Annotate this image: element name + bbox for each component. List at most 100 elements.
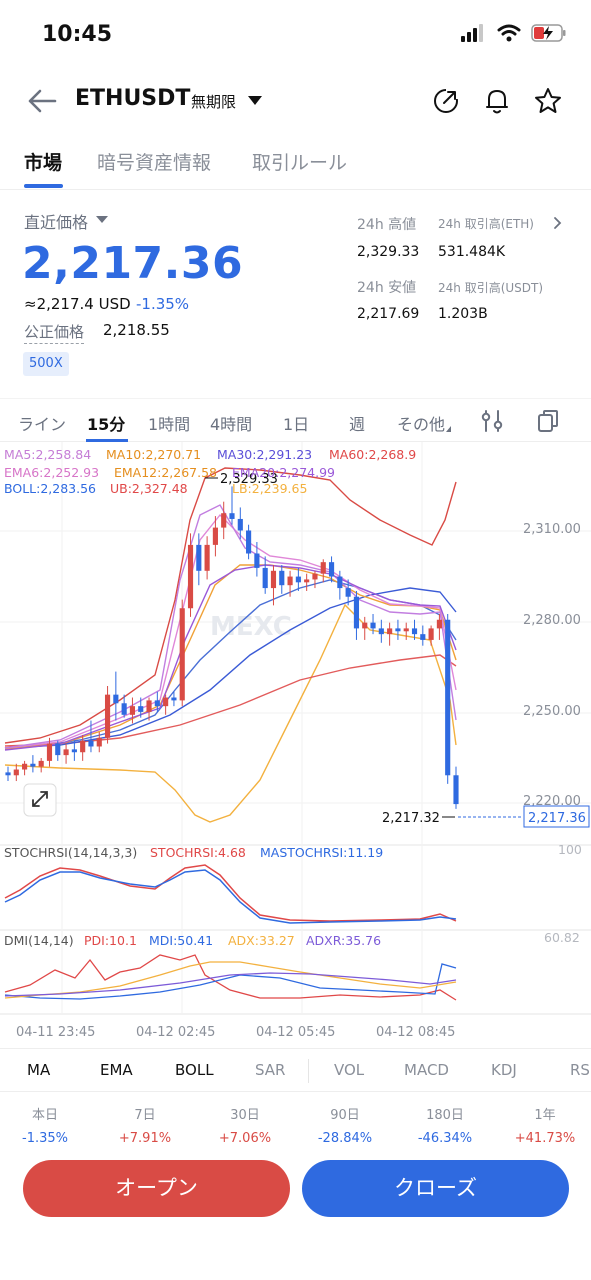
close-position-button[interactable]: クローズ — [302, 1160, 569, 1217]
tab-market[interactable]: 市場 — [24, 152, 63, 174]
symbol-dropdown-caret-icon[interactable] — [248, 96, 262, 105]
candle-down — [121, 703, 127, 715]
timeframe-1d[interactable]: 1日 — [283, 415, 310, 434]
leverage-badge: 500X — [23, 352, 69, 376]
bell-icon[interactable] — [482, 86, 512, 116]
candle-up — [204, 544, 210, 571]
timeframe-week[interactable]: 週 — [349, 415, 366, 434]
candle-down — [237, 518, 243, 531]
candle-up — [362, 622, 368, 629]
star-favorite-icon[interactable] — [533, 86, 563, 116]
header: ETHUSDT 無期限 — [0, 80, 591, 122]
back-arrow-icon[interactable] — [26, 86, 58, 116]
candle-down — [353, 596, 360, 629]
candle-up — [304, 579, 310, 583]
candle-down — [5, 772, 11, 776]
y-tick-3: 2,250.00 — [523, 704, 581, 719]
last-price-label[interactable]: 直近価格 — [24, 213, 89, 232]
symbol-title[interactable]: ETHUSDT — [75, 86, 191, 111]
indicator-macd[interactable]: MACD — [404, 1061, 449, 1079]
mdi-value: MDI:50.41 — [149, 933, 213, 948]
timeframe-more[interactable]: その他 — [397, 415, 446, 434]
expand-icon[interactable] — [32, 791, 48, 807]
candle-down — [171, 697, 177, 701]
perf-label-30d: 30日 — [230, 1108, 260, 1123]
candle-up — [270, 570, 277, 589]
status-icons — [461, 24, 567, 42]
more-caret-icon[interactable] — [446, 426, 451, 432]
timeframe-line[interactable]: ライン — [18, 415, 67, 434]
fair-price-label[interactable]: 公正価格 — [24, 321, 85, 344]
ma60-line — [4, 654, 457, 747]
tab-asset-info[interactable]: 暗号資産情報 — [97, 152, 212, 174]
usd-price: ≈2,217.4 USD — [24, 295, 131, 313]
indicator-kdj[interactable]: KDJ — [491, 1061, 517, 1079]
candle-up — [129, 706, 136, 715]
open-position-button[interactable]: オープン — [23, 1160, 290, 1217]
adxr-value: ADXR:35.76 — [306, 933, 381, 948]
share-icon[interactable] — [431, 86, 461, 116]
high-24h-label: 24h 高値 — [357, 217, 417, 233]
copy-chart-icon[interactable] — [535, 408, 561, 434]
indicator-ma[interactable]: MA — [27, 1061, 51, 1079]
indicator-rsi[interactable]: RS — [570, 1061, 590, 1079]
candle-up — [163, 697, 169, 707]
tab-trading-rules[interactable]: 取引ルール — [252, 152, 348, 174]
stochrsi-line — [4, 864, 457, 922]
x-tick-2: 04-12 02:45 — [136, 1025, 215, 1040]
candle-up — [387, 628, 393, 635]
legend-ma60: MA60:2,268.9 — [329, 447, 416, 462]
candle-up — [287, 576, 293, 586]
indicator-vol[interactable]: VOL — [334, 1061, 365, 1079]
candle-down — [113, 694, 119, 704]
legend-ema6: EMA6:2,252.93 — [4, 465, 99, 480]
candle-up — [104, 694, 111, 738]
stochrsi-legend: STOCHRSI(14,14,3,3) STOCHRSI:4.68 MASTOC… — [4, 842, 582, 860]
candle-up — [146, 700, 152, 712]
stochrsi-value: STOCHRSI:4.68 — [150, 845, 246, 860]
legend-ma10: MA10:2,270.71 — [106, 447, 201, 462]
candle-down — [420, 634, 426, 640]
indicator-sar[interactable]: SAR — [255, 1061, 286, 1079]
candle-up — [403, 628, 409, 632]
candlestick-chart[interactable]: MEXC 2,310.00 2,280.00 2,250.00 2,220.00… — [0, 442, 591, 1042]
candle-down — [395, 628, 401, 632]
timeframe-1h[interactable]: 1時間 — [148, 415, 191, 434]
candle-down — [30, 763, 36, 767]
x-tick-3: 04-12 05:45 — [256, 1025, 335, 1040]
active-tab-indicator — [24, 184, 63, 188]
ma10-line — [4, 564, 457, 750]
perf-label-today: 本日 — [31, 1108, 58, 1123]
candle-down — [378, 628, 384, 635]
boll-upper-line — [4, 467, 457, 744]
boll-lower-line — [4, 603, 457, 823]
overlay-lines — [4, 467, 457, 823]
perf-value-90d: -28.84% — [317, 1131, 373, 1146]
ema-mid-line — [4, 564, 457, 751]
indicator-bar: MA EMA BOLL SAR VOL MACD KDJ RS — [0, 1048, 591, 1092]
volume-usdt-value: 1.203B — [438, 306, 488, 322]
volume-eth-label[interactable]: 24h 取引高(ETH) — [438, 217, 534, 231]
candle-down — [370, 622, 376, 629]
timeframe-4h[interactable]: 4時間 — [210, 415, 253, 434]
low-marker: 2,217.32 — [382, 811, 440, 826]
volume-usdt-label: 24h 取引高(USDT) — [438, 281, 544, 295]
price-type-caret-icon[interactable] — [96, 216, 108, 223]
last-price-marker: 2,217.36 — [528, 811, 586, 826]
candle-up — [38, 760, 44, 767]
indicator-ema[interactable]: EMA — [100, 1061, 133, 1079]
adx-value: ADX:33.27 — [228, 933, 295, 948]
timeframe-15m[interactable]: 15分 — [87, 415, 126, 434]
indicator-boll[interactable]: BOLL — [175, 1061, 214, 1079]
adx-line — [4, 961, 457, 999]
high-24h-value: 2,329.33 — [357, 244, 420, 260]
candle-down — [453, 775, 459, 805]
candle-down — [328, 562, 335, 577]
contract-type[interactable]: 無期限 — [191, 93, 237, 111]
candle-down — [411, 628, 418, 635]
chevron-right-icon[interactable] — [553, 216, 562, 230]
stochrsi-title: STOCHRSI(14,14,3,3) — [4, 845, 137, 860]
candle-up — [13, 769, 19, 776]
indicator-settings-icon[interactable] — [479, 408, 505, 434]
dmi-title: DMI(14,14) — [4, 933, 74, 948]
